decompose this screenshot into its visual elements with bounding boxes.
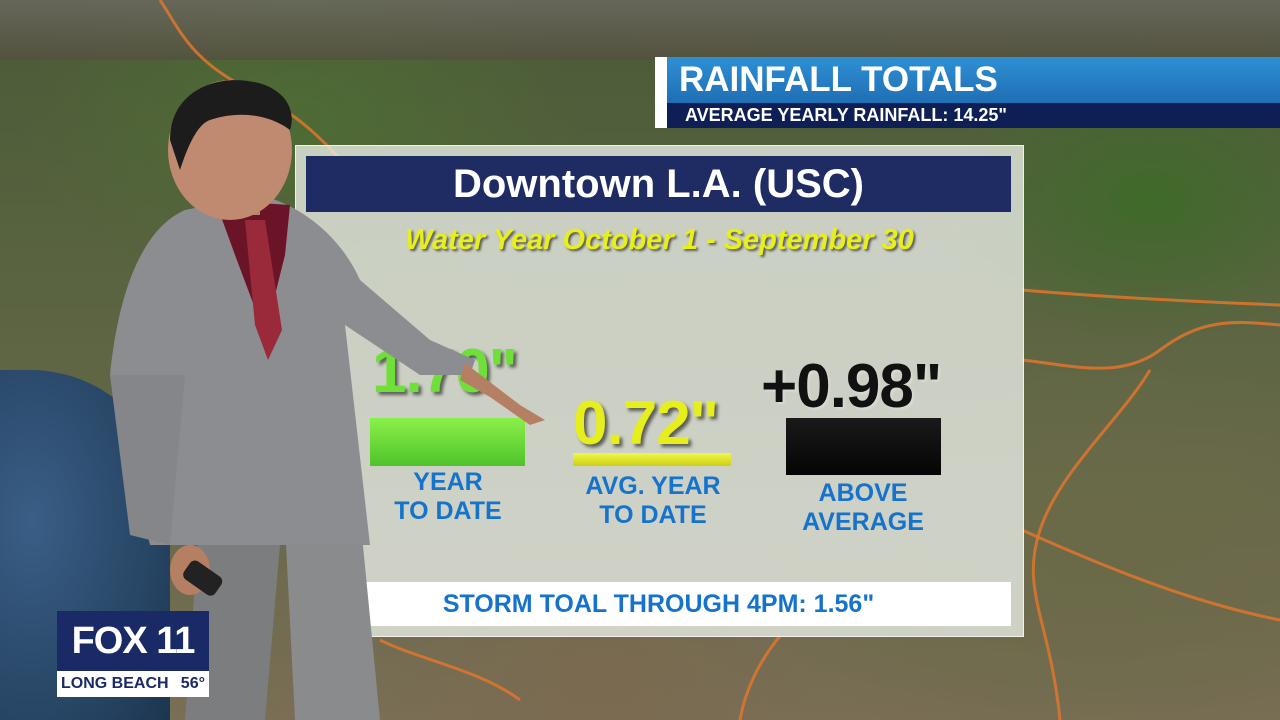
fox11-logo: FOX 11 xyxy=(57,611,209,671)
avg-year-to-date-label: AVG. YEAR TO DATE xyxy=(558,472,748,530)
title-accent-bar xyxy=(655,57,667,128)
rainfall-title: RAINFALL TOTALS xyxy=(667,57,1280,103)
location-header: Downtown L.A. (USC) xyxy=(306,156,1011,212)
above-average-value: +0.98" xyxy=(761,352,942,421)
avg-year-to-date-label-line1: AVG. YEAR xyxy=(585,472,721,500)
year-to-date-label-line1: YEAR xyxy=(413,468,483,496)
storm-total: STORM TOAL THROUGH 4PM: 1.56" xyxy=(306,582,1011,626)
water-year-label: Water Year October 1 - September 30 xyxy=(405,224,914,256)
avg-year-to-date-bar xyxy=(573,453,731,466)
above-average-label: ABOVE AVERAGE xyxy=(773,479,953,537)
mountain-range xyxy=(0,0,1280,60)
city-name: LONG BEACH xyxy=(61,675,169,692)
rainfall-panel: Downtown L.A. (USC) Water Year October 1… xyxy=(295,145,1024,637)
year-to-date-label: YEAR TO DATE xyxy=(358,468,538,526)
location-temperature-bar: LONG BEACH 56° xyxy=(57,671,209,697)
avg-year-to-date-label-line2: TO DATE xyxy=(599,501,707,529)
station-logo: FOX 11 LONG BEACH 56° xyxy=(57,611,209,697)
temperature: 56° xyxy=(180,675,205,692)
year-to-date-bar xyxy=(370,418,525,466)
year-to-date-label-line2: TO DATE xyxy=(394,497,502,525)
average-yearly-rainfall: AVERAGE YEARLY RAINFALL: 14.25" xyxy=(667,103,1280,128)
above-average-label-line1: ABOVE xyxy=(818,479,908,507)
above-average-label-line2: AVERAGE xyxy=(802,508,924,536)
avg-year-to-date-value: 0.72" xyxy=(573,389,719,458)
above-average-bar xyxy=(786,418,941,475)
rainfall-title-box: RAINFALL TOTALS AVERAGE YEARLY RAINFALL:… xyxy=(655,57,1280,128)
